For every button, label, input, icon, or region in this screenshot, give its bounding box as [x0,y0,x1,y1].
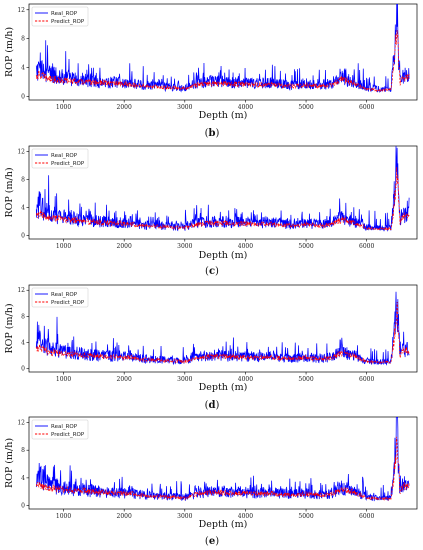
x-tick-label: 1000 [56,376,71,383]
plot-frame [28,416,418,510]
x-tick-label: 2000 [117,104,132,111]
x-tick-label: 3000 [177,376,192,383]
legend-label: Predict_ROP [51,300,85,306]
x-tick-label: 5000 [298,243,313,250]
y-axis-label: ROP (m/h) [4,303,15,353]
y-tick-label: 4 [21,65,25,72]
x-tick-label: 6000 [359,104,374,111]
x-tick-label: 6000 [359,513,374,520]
plot-frame [28,3,418,101]
x-tick-label: 1000 [56,104,71,111]
legend-label: Real_ROP [51,424,78,430]
plot-frame [28,284,418,373]
x-tick-label: 5000 [298,513,313,520]
y-tick-label: 12 [17,7,25,14]
x-tick-label: 4000 [238,513,253,520]
legend-label: Predict_ROP [51,19,85,25]
chart-panel: 1000 2000 3000 4000 5000 6000 0 4 8 12 Depth (m) RO… [4,145,418,277]
x-tick-label: 3000 [177,243,192,250]
legend-label: Predict_ROP [51,432,85,438]
x-tick-label: 4000 [238,104,253,111]
y-tick-label: 0 [21,233,25,240]
series-line-predict-rop [35,436,410,502]
legend-label: Predict_ROP [51,161,85,167]
y-axis-label: ROP (m/h) [4,167,15,217]
y-tick-label: 8 [21,313,25,320]
x-tick-label: 2000 [117,243,132,250]
y-tick-label: 4 [21,205,25,212]
series-line-predict-rop [35,167,410,232]
y-tick-label: 0 [21,503,25,510]
y-tick-label: 0 [21,93,25,100]
y-tick-label: 12 [17,287,25,294]
x-tick-label: 3000 [177,104,192,111]
y-tick-label: 4 [21,475,25,482]
panel-label: (b) [205,128,220,139]
x-axis-label: Depth (m) [199,519,248,530]
y-tick-label: 12 [17,149,25,156]
y-tick-label: 12 [17,420,25,427]
series-line-real-rop [35,4,410,94]
x-tick-label: 3000 [177,513,192,520]
x-tick-label: 2000 [117,513,132,520]
x-axis-label: Depth (m) [199,110,248,121]
series-line-real-rop [35,291,410,366]
x-axis-label: Depth (m) [199,250,248,261]
y-axis-label: ROP (m/h) [4,27,15,77]
legend-label: Real_ROP [51,153,78,159]
panel-label: (c) [205,266,219,277]
panel-label: (e) [205,536,219,547]
series-line-predict-rop [35,302,410,365]
y-tick-label: 8 [21,36,25,43]
x-tick-label: 5000 [298,376,313,383]
legend-label: Real_ROP [51,11,78,17]
series-line-predict-rop [35,30,410,93]
legend-label: Real_ROP [51,292,78,298]
chart-panel: 1000 2000 3000 4000 5000 6000 0 4 8 12 Depth (m) RO… [4,284,418,411]
y-axis-label: ROP (m/h) [4,438,15,488]
x-tick-label: 4000 [238,376,253,383]
chart-panel: 1000 2000 3000 4000 5000 6000 0 4 8 12 Depth (m) RO… [4,416,418,547]
x-tick-label: 5000 [298,104,313,111]
y-tick-label: 8 [21,447,25,454]
y-tick-label: 0 [21,366,25,373]
y-tick-label: 8 [21,177,25,184]
series-line-real-rop [35,146,410,232]
chart-panel: 1000 2000 3000 4000 5000 6000 0 4 8 12 Depth (m) RO… [4,3,418,139]
x-tick-label: 1000 [56,243,71,250]
x-tick-label: 6000 [359,243,374,250]
x-tick-label: 1000 [56,513,71,520]
x-tick-label: 2000 [117,376,132,383]
panel-label: (d) [205,400,220,411]
series-line-real-rop [35,417,410,502]
x-axis-label: Depth (m) [199,382,248,393]
y-tick-label: 4 [21,340,25,347]
x-tick-label: 6000 [359,376,374,383]
plot-frame [28,145,418,240]
x-tick-label: 4000 [238,243,253,250]
